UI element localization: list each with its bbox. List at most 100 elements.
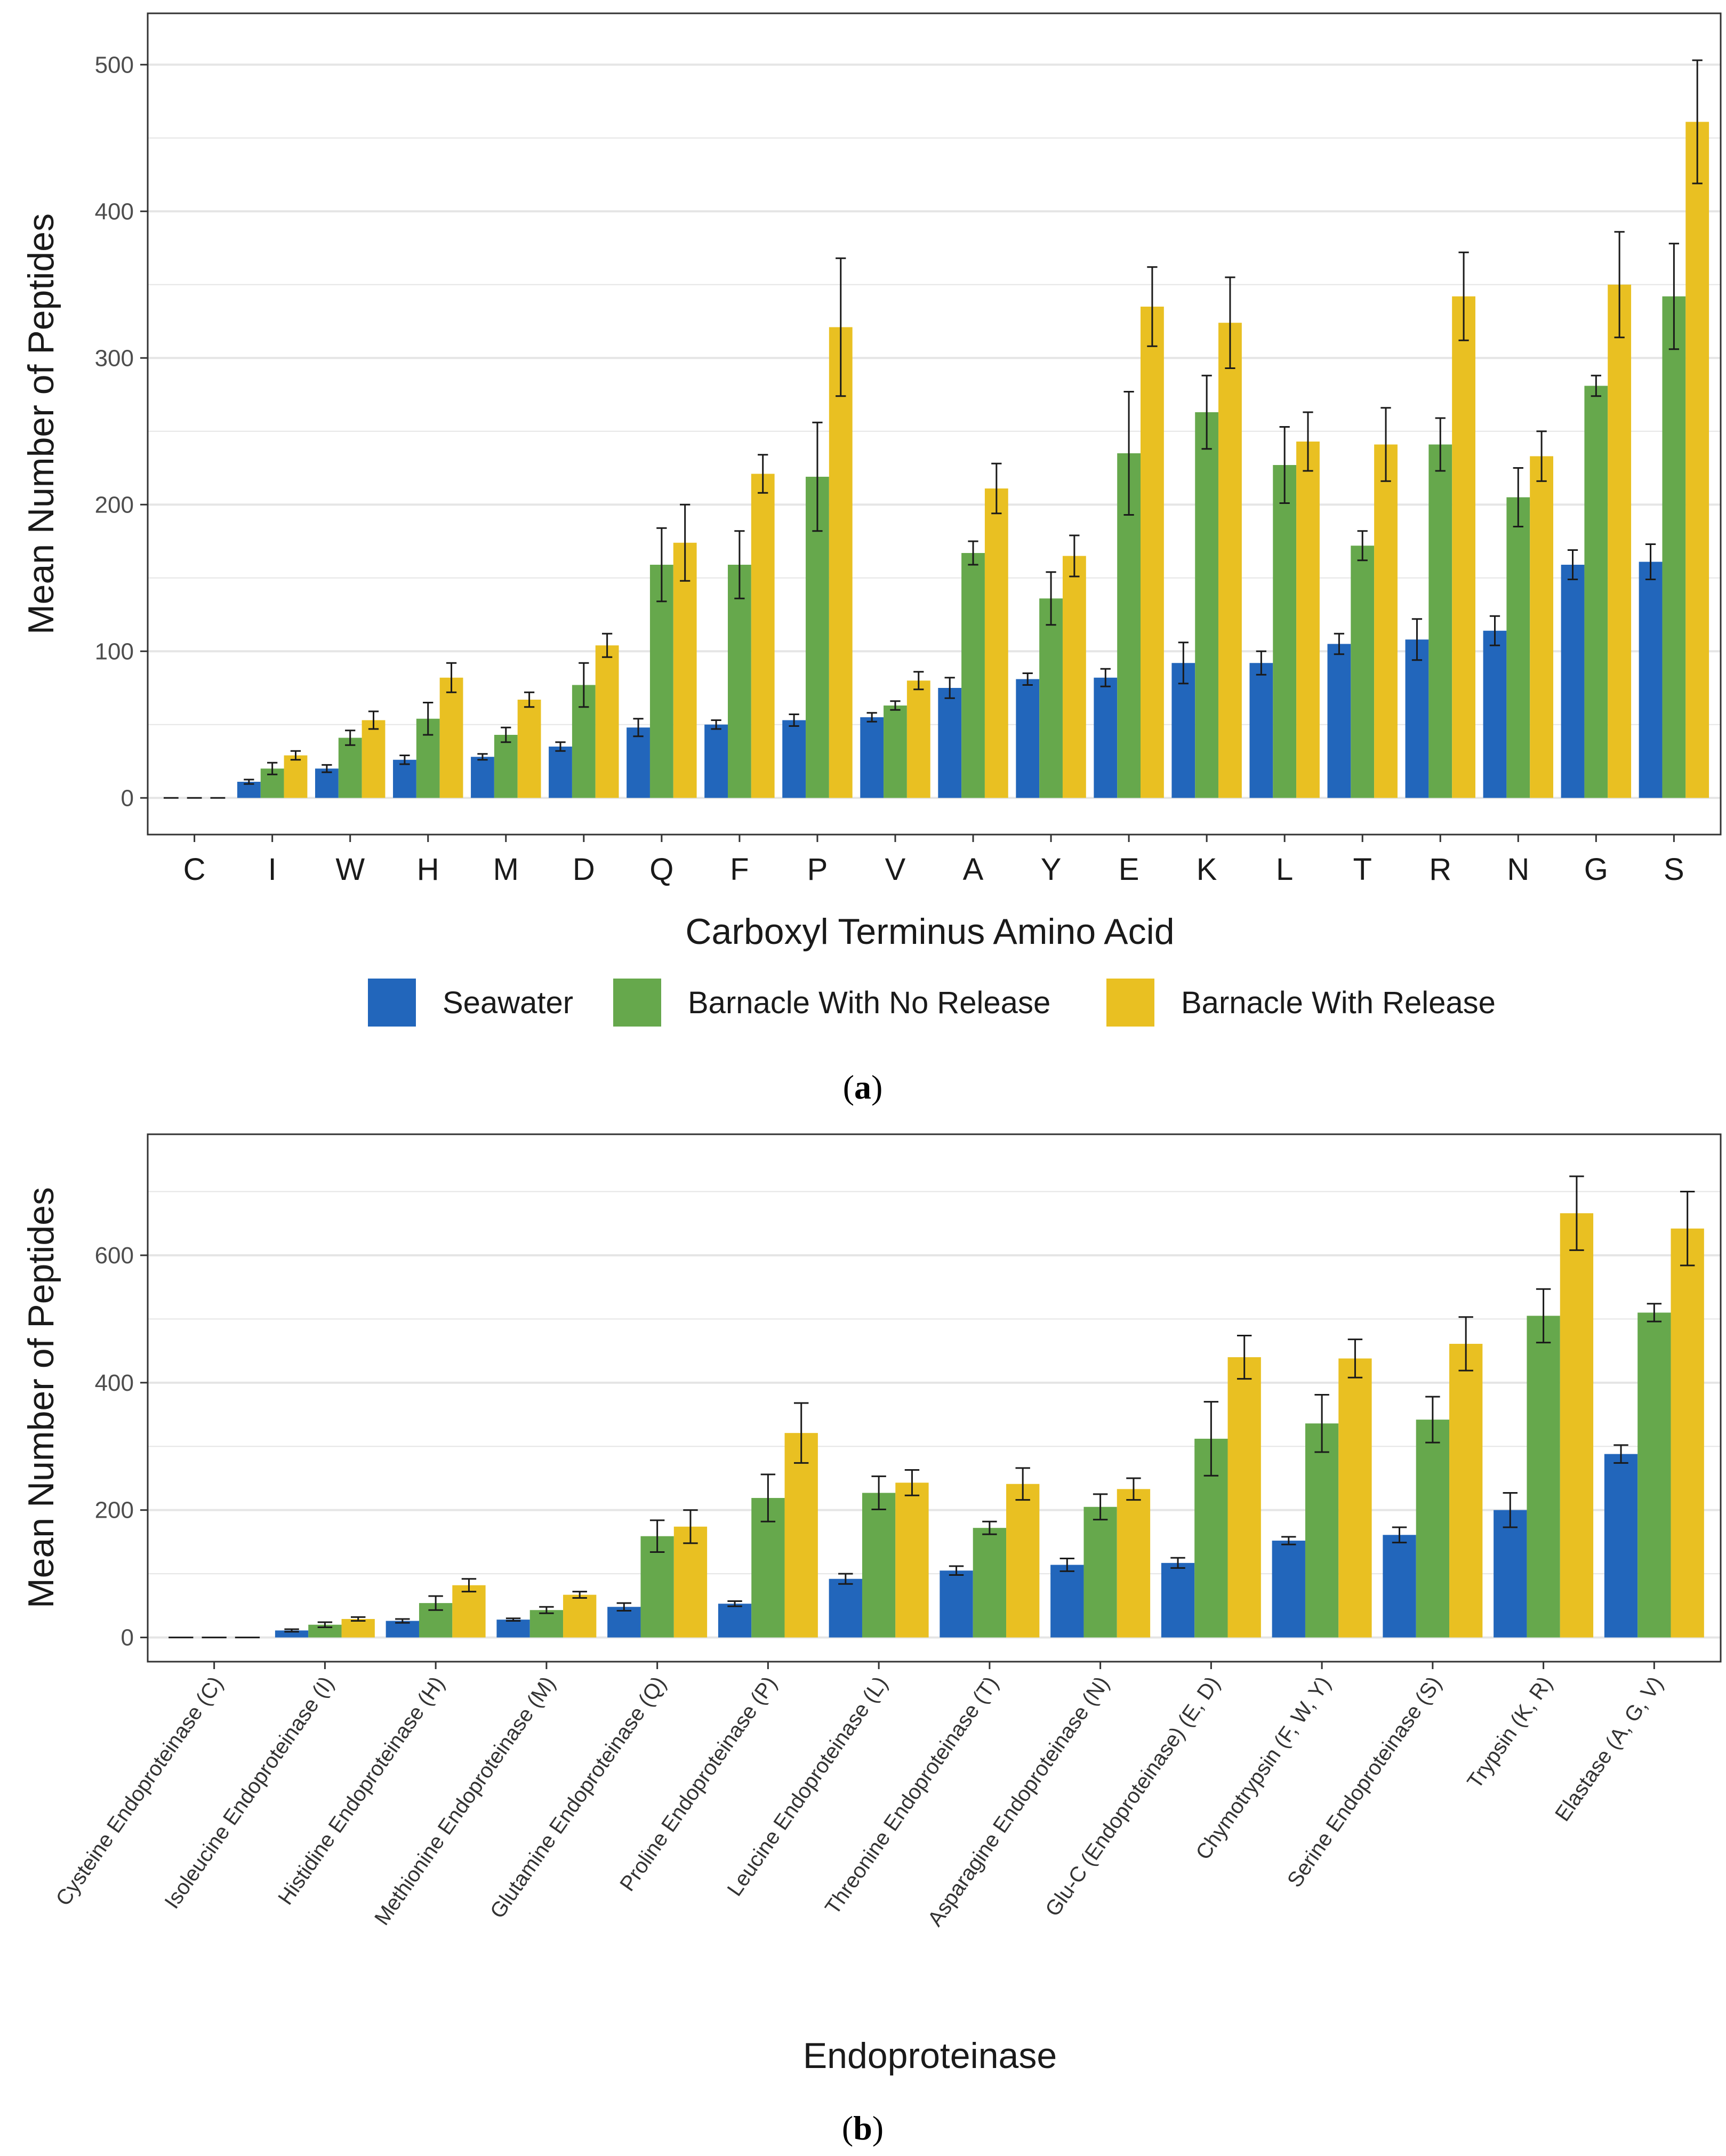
errorbar-seawater-trypsin-k-r <box>1503 1492 1518 1528</box>
errorbar-seawater-t <box>1334 632 1345 655</box>
bar-with-release-glutamine-endoproteinase-q <box>673 1526 708 1638</box>
bar-seawater-m <box>471 757 494 798</box>
bar-no-release-q <box>649 565 673 798</box>
bar-seawater-n <box>1483 630 1507 798</box>
errorbar-seawater-p <box>789 714 799 727</box>
bar-no-release-l <box>1273 465 1297 798</box>
x-tick-label-d: D <box>573 852 595 887</box>
y-tick-label-a: 400 <box>95 198 134 225</box>
bar-no-release-r <box>1428 444 1452 798</box>
errorbar-with-release-glutamine-endoproteinase-q <box>683 1509 698 1544</box>
errorbar-no-release-asparagine-endoproteinase-n <box>1093 1493 1108 1521</box>
errorbar-no-release-e <box>1123 391 1134 516</box>
errorbar-with-release-trypsin-k-r <box>1569 1175 1584 1251</box>
bar-with-release-r <box>1452 296 1475 798</box>
bar-with-release-threonine-endoproteinase-t <box>1006 1484 1040 1638</box>
errorbar-with-release-asparagine-endoproteinase-n <box>1126 1477 1141 1501</box>
errorbar-seawater-h <box>399 755 410 765</box>
errorbar-seawater-asparagine-endoproteinase-n <box>1059 1558 1075 1572</box>
errorbar-no-release-glutamine-endoproteinase-q <box>649 1519 665 1553</box>
errorbar-no-release-h <box>423 702 433 736</box>
x-tick-label-k: K <box>1197 852 1217 887</box>
bar-seawater-proline-endoproteinase-p <box>718 1604 752 1638</box>
errorbar-no-release-trypsin-k-r <box>1536 1288 1551 1344</box>
chart-panel-a: 0 100 200 300 400 500 C I W H M D Q F P V A Y E K L T R N G S Me… <box>21 12 1722 1106</box>
errorbar-seawater-elastase-a-g-v <box>1613 1444 1628 1464</box>
errorbar-no-release-y <box>1046 571 1056 626</box>
errorbar-seawater-threonine-endoproteinase-t <box>949 1565 964 1576</box>
bar-seawater-p <box>782 720 806 798</box>
bar-with-release-trypsin-k-r <box>1560 1213 1594 1638</box>
errorbar-no-release-histidine-endoproteinase-h <box>428 1595 443 1611</box>
errorbar-with-release-serine-endoproteinase-s <box>1458 1316 1473 1372</box>
errorbar-no-release-t <box>1357 530 1368 562</box>
y-tick-label-a: 300 <box>95 345 134 371</box>
bar-no-release-threonine-endoproteinase-t <box>973 1528 1007 1638</box>
bar-seawater-methionine-endoproteinase-m <box>496 1620 530 1638</box>
errorbar-with-release-e <box>1147 266 1158 347</box>
errorbar-with-release-d <box>601 632 613 658</box>
errorbar-with-release-w <box>368 710 379 730</box>
errorbar-seawater-glu-c-endoproteinase-e-d <box>1170 1557 1185 1569</box>
errorbar-with-release-histidine-endoproteinase-h <box>461 1578 477 1593</box>
x-tick-label-f: F <box>730 852 749 887</box>
plot-border-b <box>147 1133 1722 1663</box>
errorbar-seawater-q <box>633 718 644 738</box>
errorbar-no-release-r <box>1435 417 1446 472</box>
x-tick-label-y: Y <box>1041 852 1062 887</box>
errorbar-seawater-n <box>1489 615 1500 646</box>
bar-with-release-v <box>906 680 930 798</box>
errorbar-no-release-methionine-endoproteinase-m <box>539 1606 554 1614</box>
x-tick-label-t: T <box>1353 852 1371 887</box>
bar-seawater-s <box>1639 562 1663 798</box>
errorbar-seawater-a <box>944 677 955 699</box>
bar-seawater-elastase-a-g-v <box>1604 1454 1638 1638</box>
errorbars-a <box>244 59 1703 785</box>
x-tick-label-e: E <box>1119 852 1139 887</box>
errorbar-with-release-v <box>913 671 924 691</box>
x-tick-label-l: L <box>1276 852 1293 887</box>
bar-no-release-n <box>1506 497 1530 798</box>
x-tick-label-c: C <box>183 852 206 887</box>
x-tick-label-glutamine-endoproteinase-q: Glutamine Endoproteinase (Q) <box>486 1672 671 1923</box>
bar-with-release-proline-endoproteinase-p <box>784 1433 818 1638</box>
errorbar-with-release-i <box>290 750 301 761</box>
errorbar-no-release-serine-endoproteinase-s <box>1425 1396 1440 1444</box>
bars-b <box>168 1213 1704 1639</box>
bar-with-release-s <box>1685 122 1709 798</box>
errorbar-no-release-v <box>890 700 901 711</box>
errorbar-with-release-l <box>1303 411 1313 472</box>
chart-panel-b: 0 200 400 600 Cysteine Endoproteinase (C)Is… <box>21 1133 1722 2147</box>
errorbar-no-release-k <box>1201 374 1212 450</box>
legend-swatch-no-release <box>613 979 661 1027</box>
bar-no-release-f <box>727 565 751 798</box>
errorbar-with-release-proline-endoproteinase-p <box>793 1402 809 1464</box>
bar-seawater-r <box>1405 639 1429 798</box>
x-tick-label-s: S <box>1664 852 1684 887</box>
errorbar-seawater-m <box>477 753 488 761</box>
bar-no-release-k <box>1195 412 1219 798</box>
errorbar-with-release-methionine-endoproteinase-m <box>572 1591 587 1599</box>
errorbar-seawater-k <box>1178 642 1189 685</box>
errorbar-seawater-leucine-endoproteinase-l <box>838 1573 853 1585</box>
y-tick-label-b: 400 <box>95 1370 134 1396</box>
x-axis-title-b: Endoproteinase <box>803 2035 1057 2076</box>
bar-with-release-leucine-endoproteinase-l <box>895 1482 929 1638</box>
errorbar-seawater-s <box>1645 543 1656 580</box>
errorbar-with-release-chymotrypsin-f-w-y <box>1347 1339 1363 1378</box>
bar-seawater-glutamine-endoproteinase-q <box>607 1607 641 1638</box>
bar-seawater-asparagine-endoproteinase-n <box>1050 1565 1084 1638</box>
errorbar-with-release-threonine-endoproteinase-t <box>1015 1467 1030 1501</box>
legend-swatch-seawater <box>368 979 416 1027</box>
errorbar-seawater-i <box>244 779 254 785</box>
bar-seawater-q <box>627 727 650 798</box>
errorbar-no-release-leucine-endoproteinase-l <box>871 1475 886 1511</box>
bar-with-release-q <box>673 542 697 798</box>
bar-no-release-a <box>961 553 985 798</box>
errorbar-no-release-chymotrypsin-f-w-y <box>1314 1394 1329 1453</box>
bar-with-release-d <box>595 645 619 798</box>
errorbar-no-release-l <box>1279 426 1290 504</box>
errorbar-seawater-g <box>1567 549 1578 580</box>
errorbar-with-release-t <box>1380 407 1391 482</box>
